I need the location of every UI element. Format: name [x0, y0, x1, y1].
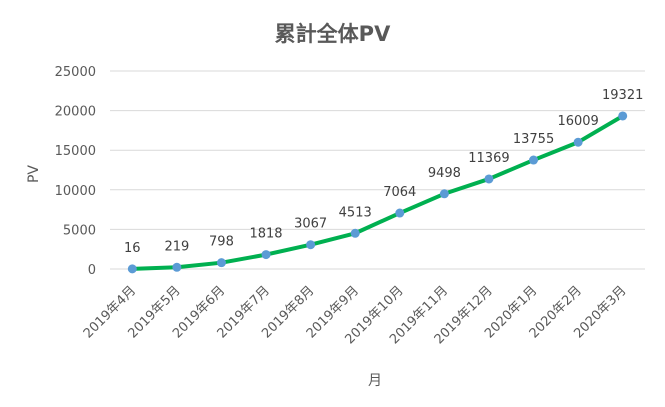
data-point [529, 155, 539, 165]
series-points [127, 111, 628, 274]
y-tick-label: 25000 [55, 65, 96, 80]
data-label: 13755 [513, 132, 554, 147]
data-point [306, 240, 316, 250]
series-line [130, 113, 625, 271]
gridlines [110, 70, 645, 270]
data-label: 1818 [249, 227, 282, 242]
y-tick-labels: 0 5000 10000 15000 20000 25000 [55, 65, 96, 278]
chart-title: 累計全体PV [274, 22, 391, 46]
data-label: 798 [209, 235, 234, 250]
x-tick-labels: 2019年4月2019年5月2019年6月2019年7月2019年8月2019年… [81, 283, 630, 347]
data-label: 219 [164, 239, 189, 254]
data-labels: 16 219 798 1818 3067 4513 7064 9498 11369 1375516… [124, 88, 643, 256]
data-point [350, 228, 360, 238]
data-point [439, 189, 449, 199]
data-label: 19321 [602, 88, 643, 103]
data-point [172, 262, 182, 272]
data-point [573, 137, 583, 147]
data-point [261, 250, 271, 260]
data-point [216, 258, 226, 268]
y-tick-label: 10000 [55, 184, 96, 199]
data-label: 3067 [294, 217, 327, 232]
data-point [395, 208, 405, 218]
series-line-path [130, 113, 625, 271]
y-axis-label: PV [26, 164, 42, 184]
data-label: 16 [124, 241, 141, 256]
y-tick-label: 0 [88, 263, 96, 278]
y-tick-label: 15000 [55, 144, 96, 159]
data-point [484, 174, 494, 184]
y-tick-label: 5000 [63, 223, 96, 238]
y-tick-label: 20000 [55, 105, 96, 120]
data-label: 7064 [383, 185, 416, 200]
data-point [127, 264, 137, 274]
data-point [618, 111, 628, 121]
data-label: 4513 [339, 205, 372, 220]
data-label: 16009 [557, 114, 598, 129]
x-axis-label: 月 [368, 373, 382, 389]
data-label: 9498 [428, 166, 461, 181]
data-label: 11369 [468, 151, 509, 166]
